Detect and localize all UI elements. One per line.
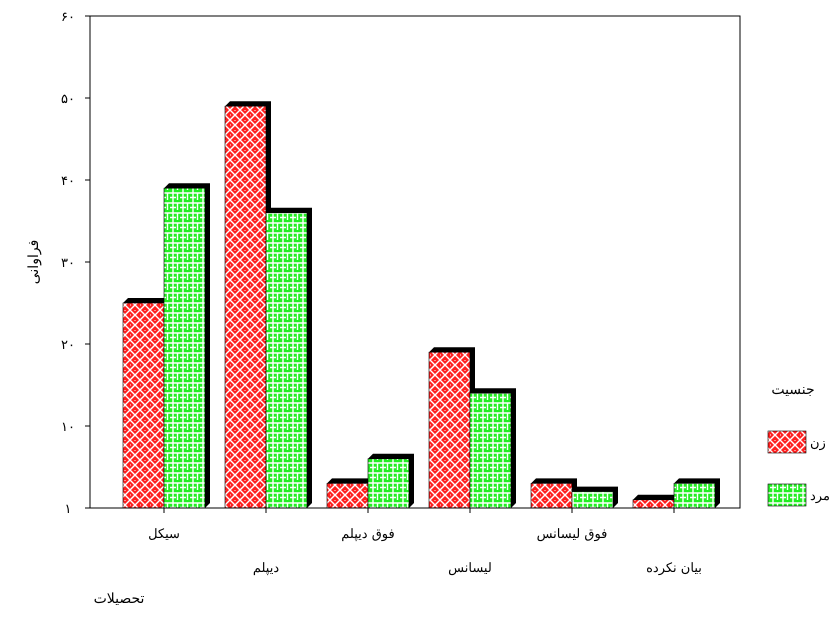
legend-label-women: زن	[810, 436, 826, 451]
y-tick-label-5: ۵۰	[61, 92, 75, 107]
bar-women-0	[122, 302, 165, 509]
bar-shadow-men-2	[368, 453, 414, 508]
y-tick-label-6: ۶۰	[61, 10, 75, 25]
bar-men-3	[469, 392, 512, 509]
bar-shadow-women-5	[633, 494, 679, 508]
bar-men-4	[571, 491, 614, 509]
legend-label-men: مرد	[810, 489, 830, 504]
x-category-label-0: سیکل	[148, 527, 180, 542]
x-category-label-3: لیسانس	[448, 561, 492, 576]
bar-shadow-men-0	[164, 183, 210, 508]
bar-men-0	[163, 187, 206, 509]
y-tick-label-0: ۱	[65, 502, 72, 517]
bar-women-1	[224, 105, 267, 509]
x-category-label-2: فوق دیپلم	[341, 527, 394, 542]
x-axis-title: تحصیلات	[94, 591, 145, 607]
bar-shadow-men-4	[572, 486, 618, 508]
bar-men-2	[367, 458, 410, 509]
bar-women-4	[530, 483, 573, 509]
bar-women-2	[326, 483, 369, 509]
y-tick-label-4: ۴۰	[61, 174, 75, 189]
bar-shadow-men-1	[266, 207, 312, 509]
y-tick-label-1: ۱۰	[61, 420, 75, 435]
legend-swatch-men	[767, 483, 807, 507]
bar-women-3	[428, 351, 471, 509]
bar-men-1	[265, 212, 308, 509]
x-category-label-5: بیان نکرده	[646, 561, 702, 576]
legend: جنسیت زن مرد	[767, 382, 830, 507]
y-axis-title: فراوانی	[26, 240, 42, 285]
y-tick-label-2: ۲۰	[61, 338, 75, 353]
bar-women-5	[632, 499, 675, 509]
x-category-label-4: فوق لیسانس	[537, 527, 608, 542]
x-category-label-1: دیپلم	[253, 561, 279, 576]
bar-shadow-men-5	[674, 478, 720, 508]
bar-men-5	[673, 483, 716, 509]
legend-title: جنسیت	[771, 382, 814, 398]
y-tick-label-3: ۳۰	[61, 256, 75, 271]
legend-swatch-women	[767, 430, 807, 454]
bar-shadow-men-3	[470, 388, 516, 508]
